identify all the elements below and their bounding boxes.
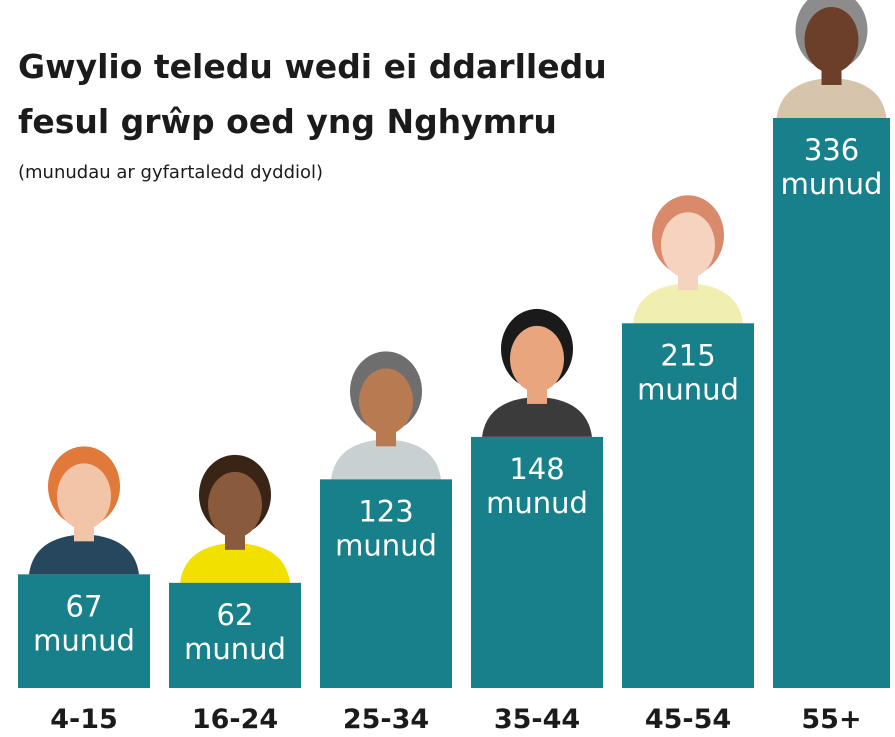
bar <box>773 118 890 688</box>
value-label: 215 munud <box>637 338 739 406</box>
x-tick-label: 25-34 <box>343 704 429 735</box>
x-tick-label: 45-54 <box>645 704 731 735</box>
person-shoulders <box>180 542 290 583</box>
x-tick-label: 4-15 <box>50 704 118 735</box>
value-label: 148 munud <box>486 452 588 520</box>
bar <box>18 574 150 688</box>
person-head <box>661 212 715 279</box>
value-label: 123 munud <box>335 494 437 562</box>
person-head <box>359 368 413 435</box>
value-label: 67 munud <box>33 589 135 657</box>
person-shoulders <box>776 78 887 118</box>
x-tick-label: 16-24 <box>192 704 278 735</box>
bar <box>320 479 452 688</box>
person-head <box>510 325 564 392</box>
chart-title: Gwylio teledu wedi ei ddarlledu fesul grŵ… <box>18 47 607 141</box>
person-shoulders <box>29 534 139 575</box>
person-shoulders <box>331 439 441 480</box>
chart-subtitle: (munudau ar gyfartaledd dyddiol) <box>18 162 323 183</box>
person-shoulders <box>633 283 743 324</box>
person-head <box>57 463 111 530</box>
x-tick-label: 55+ <box>801 704 861 735</box>
bar <box>622 323 754 688</box>
person-shoulders <box>482 396 592 437</box>
value-label: 62 munud <box>184 598 286 666</box>
person-head <box>208 471 262 538</box>
x-tick-label: 35-44 <box>494 704 580 735</box>
bar <box>471 436 603 688</box>
bar <box>169 582 301 688</box>
value-label: 336 munud <box>781 133 883 201</box>
person-head <box>804 7 859 73</box>
